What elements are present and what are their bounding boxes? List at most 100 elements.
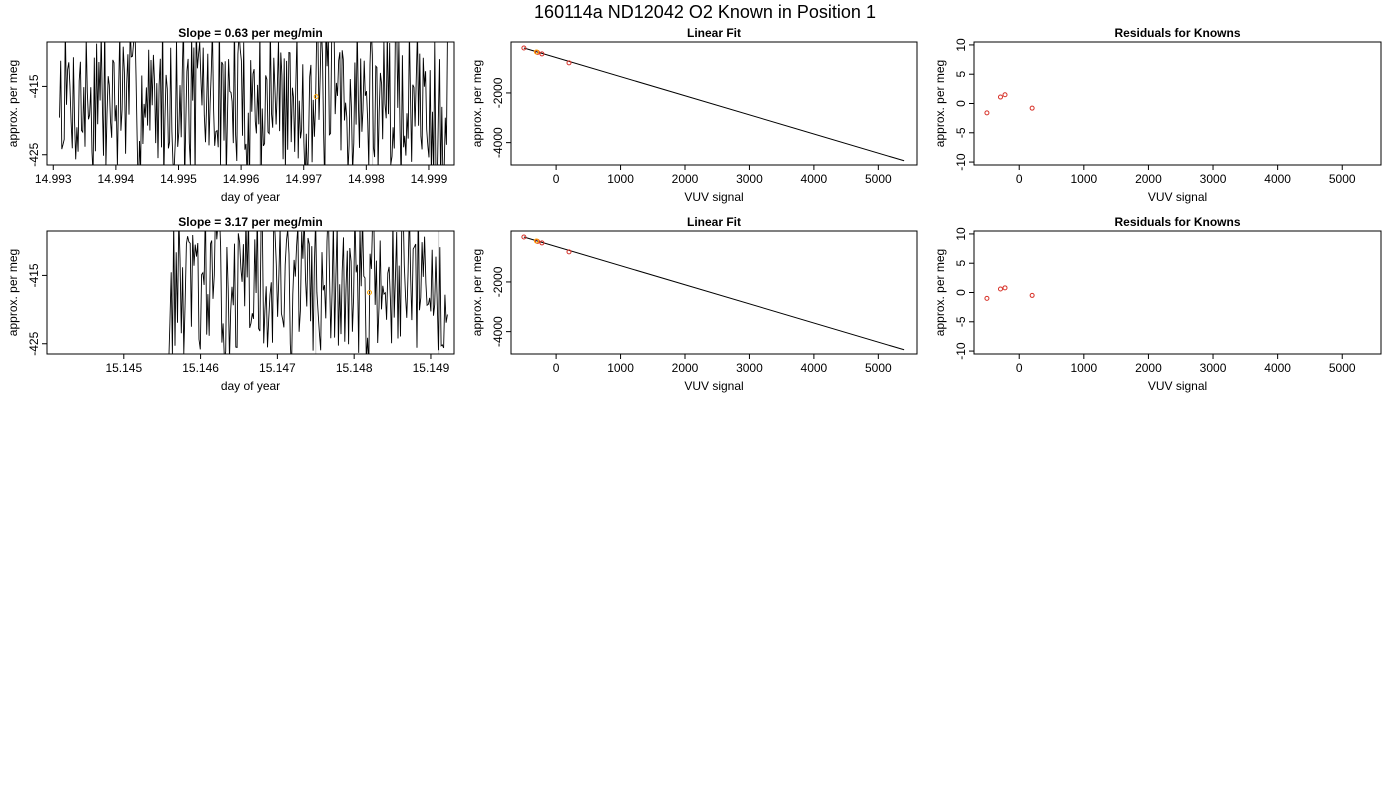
y-axis-label: approx. per meg bbox=[6, 60, 20, 147]
plot-area bbox=[59, 42, 448, 165]
x-tick-label: 14.999 bbox=[411, 172, 448, 186]
data-point bbox=[997, 94, 1003, 100]
panel-res1: Residuals for Knowns 0 1000 2000 3000 4000 500… bbox=[933, 26, 1382, 204]
figure-title: 160114a ND12042 O2 Known in Position 1 bbox=[534, 2, 876, 22]
y-axis-label: approx. per meg bbox=[6, 249, 20, 336]
x-tick-label: 1000 bbox=[1070, 361, 1097, 375]
data-point bbox=[984, 110, 990, 116]
y-tick-label: -2000 bbox=[491, 266, 505, 297]
x-tick-label: 3000 bbox=[1200, 361, 1227, 375]
y-tick-label: 0 bbox=[954, 289, 968, 296]
y-tick-label: 10 bbox=[954, 227, 968, 241]
x-tick-label: 5000 bbox=[865, 172, 892, 186]
data-point bbox=[566, 249, 572, 255]
x-tick-label: 2000 bbox=[672, 172, 699, 186]
x-tick-label: 14.993 bbox=[35, 172, 72, 186]
x-axis-label: VUV signal bbox=[1148, 379, 1207, 393]
x-tick-label: 1000 bbox=[1070, 172, 1097, 186]
y-axis-label: approx. per meg bbox=[470, 60, 484, 147]
y-tick-label: -415 bbox=[27, 263, 41, 287]
panel-fit1: Linear Fit 0 1000 2000 3000 4000 5000 -2000 -400… bbox=[470, 26, 918, 204]
panel-fit2: Linear Fit 0 1000 2000 3000 4000 5000 -2000 -400… bbox=[470, 215, 918, 393]
fit-line bbox=[523, 236, 905, 351]
highlight-point bbox=[533, 49, 539, 55]
x-tick-label: 5000 bbox=[1329, 172, 1356, 186]
x-tick-label: 1000 bbox=[607, 361, 634, 375]
x-tick-label: 1000 bbox=[607, 172, 634, 186]
y-tick-label: -5 bbox=[954, 127, 968, 138]
x-tick-label: 2000 bbox=[1135, 172, 1162, 186]
fit-line bbox=[523, 47, 905, 162]
x-tick-label: 3000 bbox=[736, 172, 763, 186]
y-tick-label: -10 bbox=[954, 342, 968, 360]
y-axis-label: approx. per meg bbox=[933, 60, 947, 147]
data-point bbox=[521, 45, 527, 51]
data-point bbox=[984, 295, 990, 301]
panel-title: Linear Fit bbox=[687, 215, 741, 229]
data-point bbox=[539, 51, 545, 57]
highlight-point bbox=[313, 94, 319, 100]
y-tick-label: 5 bbox=[954, 260, 968, 267]
panel-title: Linear Fit bbox=[687, 26, 741, 40]
plot-area bbox=[521, 45, 905, 162]
x-tick-label: 14.998 bbox=[348, 172, 385, 186]
x-axis-label: VUV signal bbox=[1148, 190, 1207, 204]
x-tick-label: 15.148 bbox=[336, 361, 373, 375]
x-tick-label: 15.146 bbox=[182, 361, 219, 375]
x-tick-label: 14.995 bbox=[160, 172, 197, 186]
x-tick-label: 2000 bbox=[1135, 361, 1162, 375]
x-tick-label: 0 bbox=[553, 361, 560, 375]
highlight-point bbox=[367, 290, 373, 295]
data-point bbox=[1002, 285, 1008, 291]
series-line bbox=[168, 231, 448, 354]
data-point bbox=[1029, 105, 1035, 111]
x-tick-label: 5000 bbox=[1329, 361, 1356, 375]
x-tick-label: 4000 bbox=[1264, 361, 1291, 375]
plot-frame bbox=[510, 230, 918, 355]
x-tick-label: 0 bbox=[1016, 172, 1023, 186]
data-point bbox=[539, 240, 545, 246]
x-tick-label: 14.994 bbox=[98, 172, 135, 186]
highlight-point bbox=[533, 238, 539, 244]
plot-area bbox=[984, 92, 1035, 116]
x-tick-label: 3000 bbox=[1200, 172, 1227, 186]
data-point bbox=[1029, 292, 1035, 298]
y-axis-label: approx. per meg bbox=[470, 249, 484, 336]
panel-title: Residuals for Knowns bbox=[1114, 26, 1240, 40]
y-tick-label: -10 bbox=[954, 153, 968, 171]
data-point bbox=[997, 286, 1003, 292]
x-tick-label: 15.149 bbox=[413, 361, 450, 375]
x-axis-label: VUV signal bbox=[684, 190, 743, 204]
x-tick-label: 15.147 bbox=[259, 361, 296, 375]
y-tick-label: -2000 bbox=[491, 77, 505, 108]
x-tick-label: 2000 bbox=[672, 361, 699, 375]
y-tick-label: -415 bbox=[27, 74, 41, 98]
y-tick-label: -4000 bbox=[491, 316, 505, 347]
x-tick-label: 0 bbox=[553, 172, 560, 186]
x-tick-label: 15.145 bbox=[105, 361, 142, 375]
x-tick-label: 5000 bbox=[865, 361, 892, 375]
plot-frame bbox=[46, 230, 455, 355]
plot-area bbox=[168, 231, 448, 354]
panel-title: Residuals for Knowns bbox=[1114, 215, 1240, 229]
x-tick-label: 14.997 bbox=[285, 172, 322, 186]
data-point bbox=[521, 234, 527, 240]
y-tick-label: 10 bbox=[954, 38, 968, 52]
x-tick-label: 4000 bbox=[801, 361, 828, 375]
plot-area bbox=[984, 285, 1035, 301]
y-tick-label: -425 bbox=[27, 331, 41, 355]
y-tick-label: 5 bbox=[954, 71, 968, 78]
x-axis-label: VUV signal bbox=[684, 379, 743, 393]
plot-area bbox=[521, 234, 905, 351]
panel-res2: Residuals for Knowns 0 1000 2000 3000 4000 500… bbox=[933, 215, 1382, 393]
y-tick-label: 0 bbox=[954, 100, 968, 107]
x-tick-label: 4000 bbox=[1264, 172, 1291, 186]
y-tick-label: -5 bbox=[954, 316, 968, 327]
plot-frame bbox=[46, 41, 455, 166]
data-point bbox=[1002, 92, 1008, 98]
y-axis-label: approx. per meg bbox=[933, 249, 947, 336]
panel-title: Slope = 3.17 per meg/min bbox=[178, 215, 322, 229]
y-tick-label: -425 bbox=[27, 142, 41, 166]
x-tick-label: 14.996 bbox=[223, 172, 260, 186]
